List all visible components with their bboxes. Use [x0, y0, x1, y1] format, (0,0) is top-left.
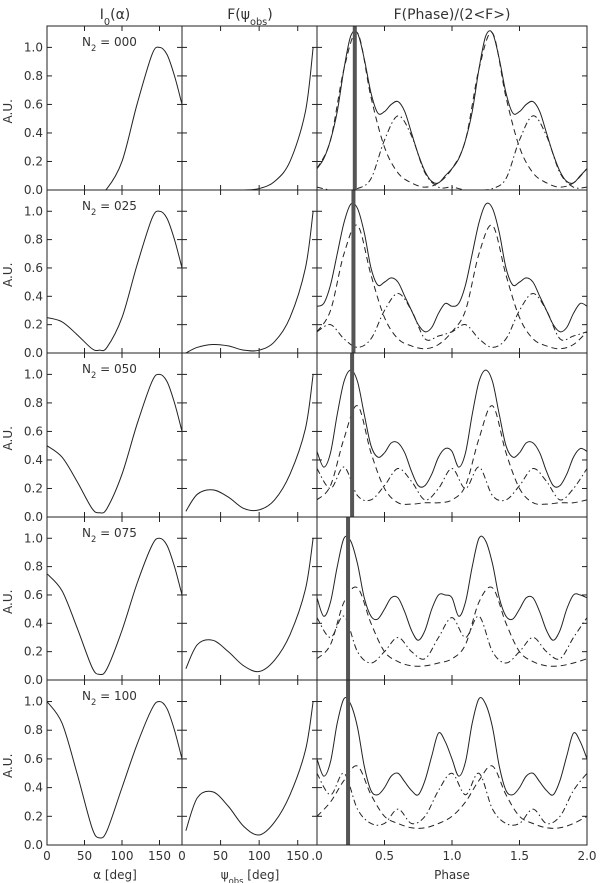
- y-tick-label: 0.8: [24, 560, 43, 574]
- x-tick-label: 0.5: [375, 849, 394, 863]
- x-axis-label-alpha: α [deg]: [93, 868, 137, 882]
- panel-frame-c0-r4: [46, 679, 183, 846]
- column-title-phase: F(Phase)/(2<F>): [394, 7, 511, 23]
- x-tick-label: 1.5: [510, 849, 529, 863]
- x-tick-label: 150: [286, 849, 309, 863]
- x-tick-label: 50: [213, 849, 228, 863]
- y-axis-label: A.U.: [1, 263, 15, 287]
- x-tick-label: 0: [178, 849, 186, 863]
- y-tick-label: 0.2: [24, 809, 43, 823]
- panel-frame-c1-r0: [181, 25, 318, 191]
- y-tick-label: 1.0: [24, 695, 43, 709]
- curve-I0-row4-solid: [47, 701, 182, 839]
- curve-Phase-row0-dashdot: [317, 115, 587, 190]
- y-tick-label: 0.4: [24, 126, 43, 140]
- panel-label-n2: N2 = 000: [82, 35, 137, 53]
- panel-frame-c1-r4: [181, 679, 318, 846]
- curve-Phase-row3-dashdot: [317, 615, 587, 664]
- panel-frame-c1-r1: [181, 189, 318, 354]
- x-axis-label-phase: Phase: [434, 868, 470, 882]
- panel-frame-c2-r1: [316, 189, 588, 354]
- y-tick-label: 0.6: [24, 588, 43, 602]
- curve-Phase-row0-solid: [317, 30, 587, 184]
- curve-Phase-row0-dash: [317, 32, 587, 188]
- column-title-I0: I0(α): [100, 7, 131, 28]
- panel-label-n2: N2 = 025: [82, 199, 137, 217]
- y-tick-label: 1.0: [24, 204, 43, 218]
- x-tick-label: 50: [77, 849, 92, 863]
- panel-frame-c0-r0: [46, 25, 183, 191]
- y-tick-label: 1.0: [24, 40, 43, 54]
- y-tick-label: 0.2: [24, 481, 43, 495]
- curve-F-row4-solid: [185, 701, 314, 836]
- panel-frame-c1-r3: [181, 516, 318, 681]
- y-axis-label: A.U.: [1, 426, 15, 450]
- y-tick-label: 0.0: [24, 673, 43, 687]
- panel-label-n2: N2 = 050: [82, 362, 137, 380]
- y-tick-label: 0.0: [24, 838, 43, 852]
- x-tick-label: 1.0: [442, 849, 461, 863]
- x-tick-label: 0: [43, 849, 51, 863]
- y-axis-label: A.U.: [1, 590, 15, 614]
- panel-frame-c2-r2: [316, 352, 588, 518]
- y-tick-label: 0.4: [24, 289, 43, 303]
- y-tick-label: 0.0: [24, 346, 43, 360]
- curve-Phase-row4-solid: [317, 697, 587, 796]
- curve-Phase-row2-dash: [317, 405, 587, 505]
- y-tick-label: 0.6: [24, 752, 43, 766]
- x-axis-label-psi: ψobs [deg]: [221, 868, 280, 883]
- curve-Phase-row3-dash: [317, 586, 587, 667]
- curve-Phase-row4-dashdot: [317, 772, 587, 826]
- y-tick-label: 0.8: [24, 396, 43, 410]
- curve-I0-row1-solid: [47, 210, 182, 352]
- curve-F-row0-solid: [185, 47, 314, 190]
- x-tick-label: .0: [311, 849, 322, 863]
- y-tick-label: 0.4: [24, 781, 43, 795]
- panel-frame-c2-r0: [316, 25, 588, 191]
- panel-frame-c1-r2: [181, 352, 318, 518]
- panel-frame-c2-r4: [316, 679, 588, 846]
- y-tick-label: 0.4: [24, 453, 43, 467]
- panel-label-n2: N2 = 100: [82, 689, 137, 707]
- curve-F-row2-solid: [185, 374, 314, 512]
- curve-Phase-row3-solid: [317, 535, 587, 641]
- curve-Phase-row4-dash: [317, 765, 587, 829]
- y-tick-label: 0.8: [24, 233, 43, 247]
- x-tick-label: 150: [148, 849, 171, 863]
- panel-frame-c0-r3: [46, 516, 183, 681]
- curve-I0-row0-solid: [47, 46, 182, 190]
- y-tick-label: 0.0: [24, 183, 43, 197]
- y-tick-label: 0.2: [24, 645, 43, 659]
- curve-F-row1-solid: [185, 211, 314, 353]
- x-tick-label: 100: [111, 849, 134, 863]
- y-tick-label: 0.6: [24, 261, 43, 275]
- panel-frame-c0-r1: [46, 189, 183, 354]
- x-tick-label: 2.0: [577, 849, 596, 863]
- y-tick-label: 0.4: [24, 616, 43, 630]
- column-title-F: F(ψobs): [227, 7, 273, 28]
- y-tick-label: 0.6: [24, 97, 43, 111]
- curve-F-row3-solid: [185, 538, 314, 673]
- y-axis-label: A.U.: [1, 754, 15, 778]
- x-tick-label: 100: [248, 849, 271, 863]
- y-tick-label: 0.2: [24, 318, 43, 332]
- y-tick-label: 0.0: [24, 510, 43, 524]
- y-tick-label: 0.6: [24, 424, 43, 438]
- curve-Phase-row1-dash: [317, 224, 587, 350]
- y-tick-label: 0.8: [24, 69, 43, 83]
- curve-Phase-row1-dashdot: [317, 292, 587, 348]
- curve-I0-row3-solid: [47, 537, 182, 676]
- y-tick-label: 1.0: [24, 531, 43, 545]
- y-axis-label: A.U.: [1, 99, 15, 123]
- curve-I0-row2-solid: [47, 373, 182, 514]
- y-tick-label: 0.8: [24, 723, 43, 737]
- curve-Phase-row2-solid: [317, 369, 587, 488]
- panel-label-n2: N2 = 075: [82, 526, 137, 544]
- y-tick-label: 0.2: [24, 154, 43, 168]
- curve-Phase-row1-solid: [317, 202, 587, 333]
- y-tick-label: 1.0: [24, 367, 43, 381]
